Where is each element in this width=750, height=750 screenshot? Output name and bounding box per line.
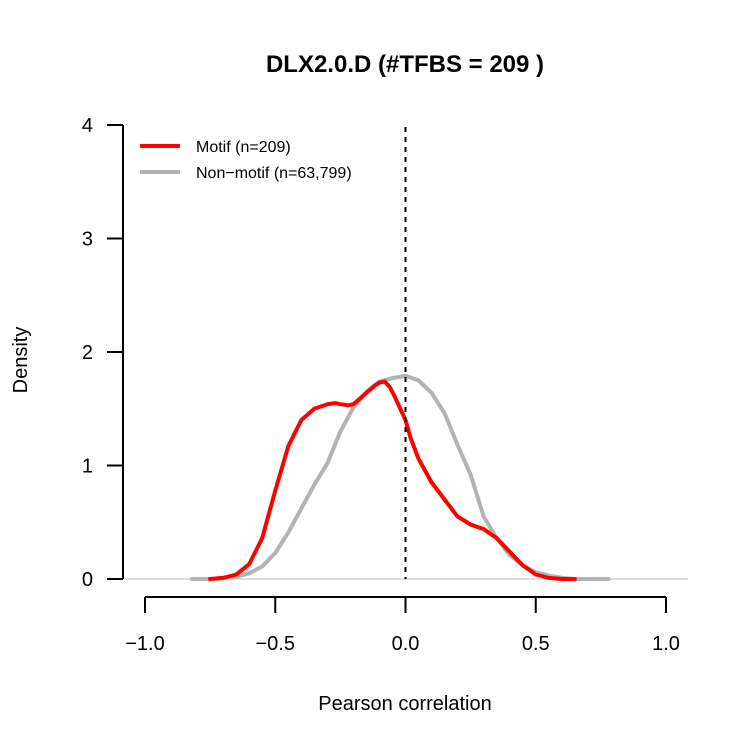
- legend-label-non-motif: Non−motif (n=63,799): [196, 165, 352, 182]
- x-tick-label: 0.5: [522, 633, 550, 655]
- plot-area: [123, 127, 688, 581]
- legend: Motif (n=209) Non−motif (n=63,799): [140, 139, 352, 182]
- legend-label-motif: Motif (n=209): [196, 139, 291, 156]
- x-tick-label: 1.0: [652, 633, 680, 655]
- y-tick-label: 0: [82, 569, 93, 591]
- x-tick-label: −1.0: [125, 633, 164, 655]
- y-axis-label: Density: [10, 327, 32, 394]
- x-tick-label: −0.5: [256, 633, 295, 655]
- y-tick-label: 2: [82, 342, 93, 364]
- x-axis-label: Pearson correlation: [318, 693, 491, 715]
- x-axis: −1.0 −0.5 0.0 0.5 1.0: [125, 596, 680, 655]
- series-line-0: [208, 379, 577, 581]
- y-axis: 0 1 2 3 4: [82, 115, 124, 591]
- chart-title: DLX2.0.D (#TFBS = 209 ): [266, 51, 544, 78]
- y-tick-label: 1: [82, 456, 93, 478]
- y-tick-label: 4: [82, 115, 93, 137]
- y-tick-label: 3: [82, 229, 93, 251]
- x-tick-label: 0.0: [392, 633, 420, 655]
